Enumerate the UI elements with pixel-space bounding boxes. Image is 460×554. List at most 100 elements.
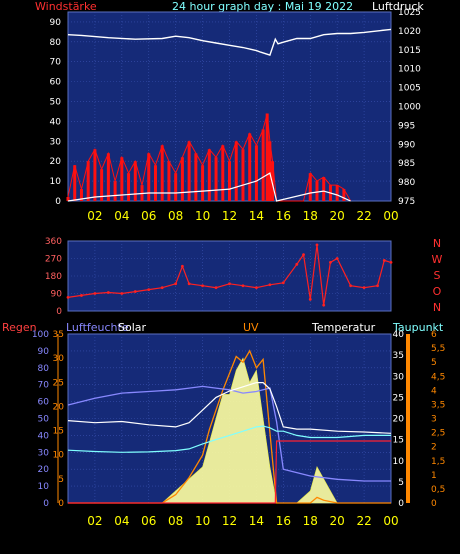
humidity-tick: 0 [43, 499, 49, 509]
humidity-tick: 10 [38, 482, 50, 492]
label-taupunkt: Taupunkt [393, 321, 444, 334]
pressure-line [67, 28, 392, 56]
direction-point [349, 284, 353, 288]
time-tick-label: 14 [249, 514, 264, 528]
pressure-tick: 975 [398, 197, 415, 207]
wind-tick: 90 [50, 18, 62, 28]
direction-tick: 90 [51, 290, 63, 300]
temp-tick: 40 [393, 330, 405, 340]
header-right: Luftdruck [372, 0, 424, 13]
direction-point [335, 257, 339, 260]
uv-tick: 4,5 [431, 372, 445, 382]
temp-tick: 15 [393, 436, 404, 446]
uv-tick: 1 [431, 471, 437, 481]
direction-point [201, 284, 204, 288]
wind-tick: 60 [50, 78, 62, 88]
dewpoint-line [67, 425, 391, 453]
temp-tick: 35 [393, 351, 404, 361]
time-tick-label: 02 [87, 514, 102, 528]
time-tick-label: 16 [276, 514, 291, 528]
time-tick-label: 18 [303, 209, 318, 223]
time-tick-label: 00 [383, 514, 398, 528]
humidity-tick: 50 [38, 415, 50, 425]
label-uv: UV [243, 321, 259, 334]
direction-point [241, 284, 245, 288]
pressure-tick: 1025 [398, 8, 421, 18]
time-tick-label: 02 [87, 209, 102, 223]
temp-tick: 30 [393, 372, 405, 382]
humidity-line [67, 385, 391, 482]
wind-gust-line [67, 113, 352, 202]
pressure-tick: 1015 [398, 46, 421, 56]
direction-point [93, 292, 97, 295]
compass-label: O [433, 285, 442, 298]
humidity-tick: 30 [38, 448, 50, 458]
rain-line [68, 440, 391, 504]
direction-point [147, 288, 151, 292]
direction-point [308, 297, 312, 301]
time-tick-label: 16 [276, 209, 291, 223]
pressure-tick: 990 [398, 140, 415, 150]
direction-tick: 360 [45, 237, 62, 247]
pressure-tick: 995 [398, 121, 415, 131]
wind-avg-line [67, 172, 351, 202]
direction-point [106, 291, 110, 294]
time-tick-label: 20 [330, 209, 345, 223]
pressure-tick: 985 [398, 159, 415, 169]
wind-tick: 0 [55, 197, 61, 207]
pressure-tick: 1020 [398, 27, 421, 37]
time-tick-label: 10 [195, 209, 210, 223]
direction-tick: 270 [45, 255, 62, 265]
temp-tick: 10 [393, 457, 405, 467]
direction-point [174, 282, 178, 286]
label-solar: Solar [118, 321, 147, 334]
direction-tick: 180 [45, 272, 62, 282]
humidity-tick: 100 [32, 330, 49, 340]
temp-tick: 0 [398, 499, 404, 509]
direction-point [281, 281, 285, 285]
humidity-tick: 80 [38, 364, 50, 374]
pressure-tick: 980 [398, 178, 415, 188]
uv-tick: 5 [431, 358, 437, 368]
uv-line [68, 349, 391, 504]
humidity-tick: 60 [38, 398, 50, 408]
compass-label: S [434, 269, 441, 282]
wind-tick: 50 [50, 98, 62, 108]
direction-point [376, 284, 379, 288]
uv-tick: 4 [431, 386, 437, 396]
temp-tick: 25 [393, 393, 404, 403]
uv-tick: 1,5 [431, 457, 445, 467]
time-tick-label: 12 [222, 514, 237, 528]
direction-point [180, 264, 184, 268]
wind-tick: 40 [50, 117, 62, 127]
compass-label: N [433, 301, 441, 314]
direction-point [329, 260, 332, 264]
time-tick-label: 22 [356, 514, 371, 528]
time-tick-label: 04 [114, 209, 129, 223]
wind-tick: 80 [50, 38, 62, 48]
humidity-tick: 90 [38, 347, 50, 357]
compass-label: N [433, 237, 441, 250]
solar-area [68, 357, 391, 504]
humidity-tick: 40 [38, 431, 50, 441]
pressure-tick: 1005 [398, 84, 421, 94]
time-tick-label: 12 [222, 209, 237, 223]
time-tick-label: 10 [195, 514, 210, 528]
label-regen: Regen [2, 321, 37, 334]
direction-point [120, 292, 124, 295]
direction-point [80, 294, 83, 297]
direction-point [187, 282, 191, 286]
wind-tick: 30 [50, 137, 62, 147]
uv-tick: 0 [431, 499, 437, 509]
header-left: Windstärke [35, 0, 97, 13]
temp-tick: 5 [398, 478, 404, 488]
temp-tick: 20 [393, 415, 405, 425]
direction-point [322, 303, 326, 307]
uv-tick: 3 [431, 415, 437, 425]
time-tick-label: 08 [168, 209, 183, 223]
time-tick-label: 04 [114, 514, 129, 528]
pressure-tick: 1000 [398, 103, 421, 113]
direction-point [389, 260, 393, 264]
wind-tick: 70 [50, 58, 62, 68]
time-tick-label: 06 [141, 209, 156, 223]
